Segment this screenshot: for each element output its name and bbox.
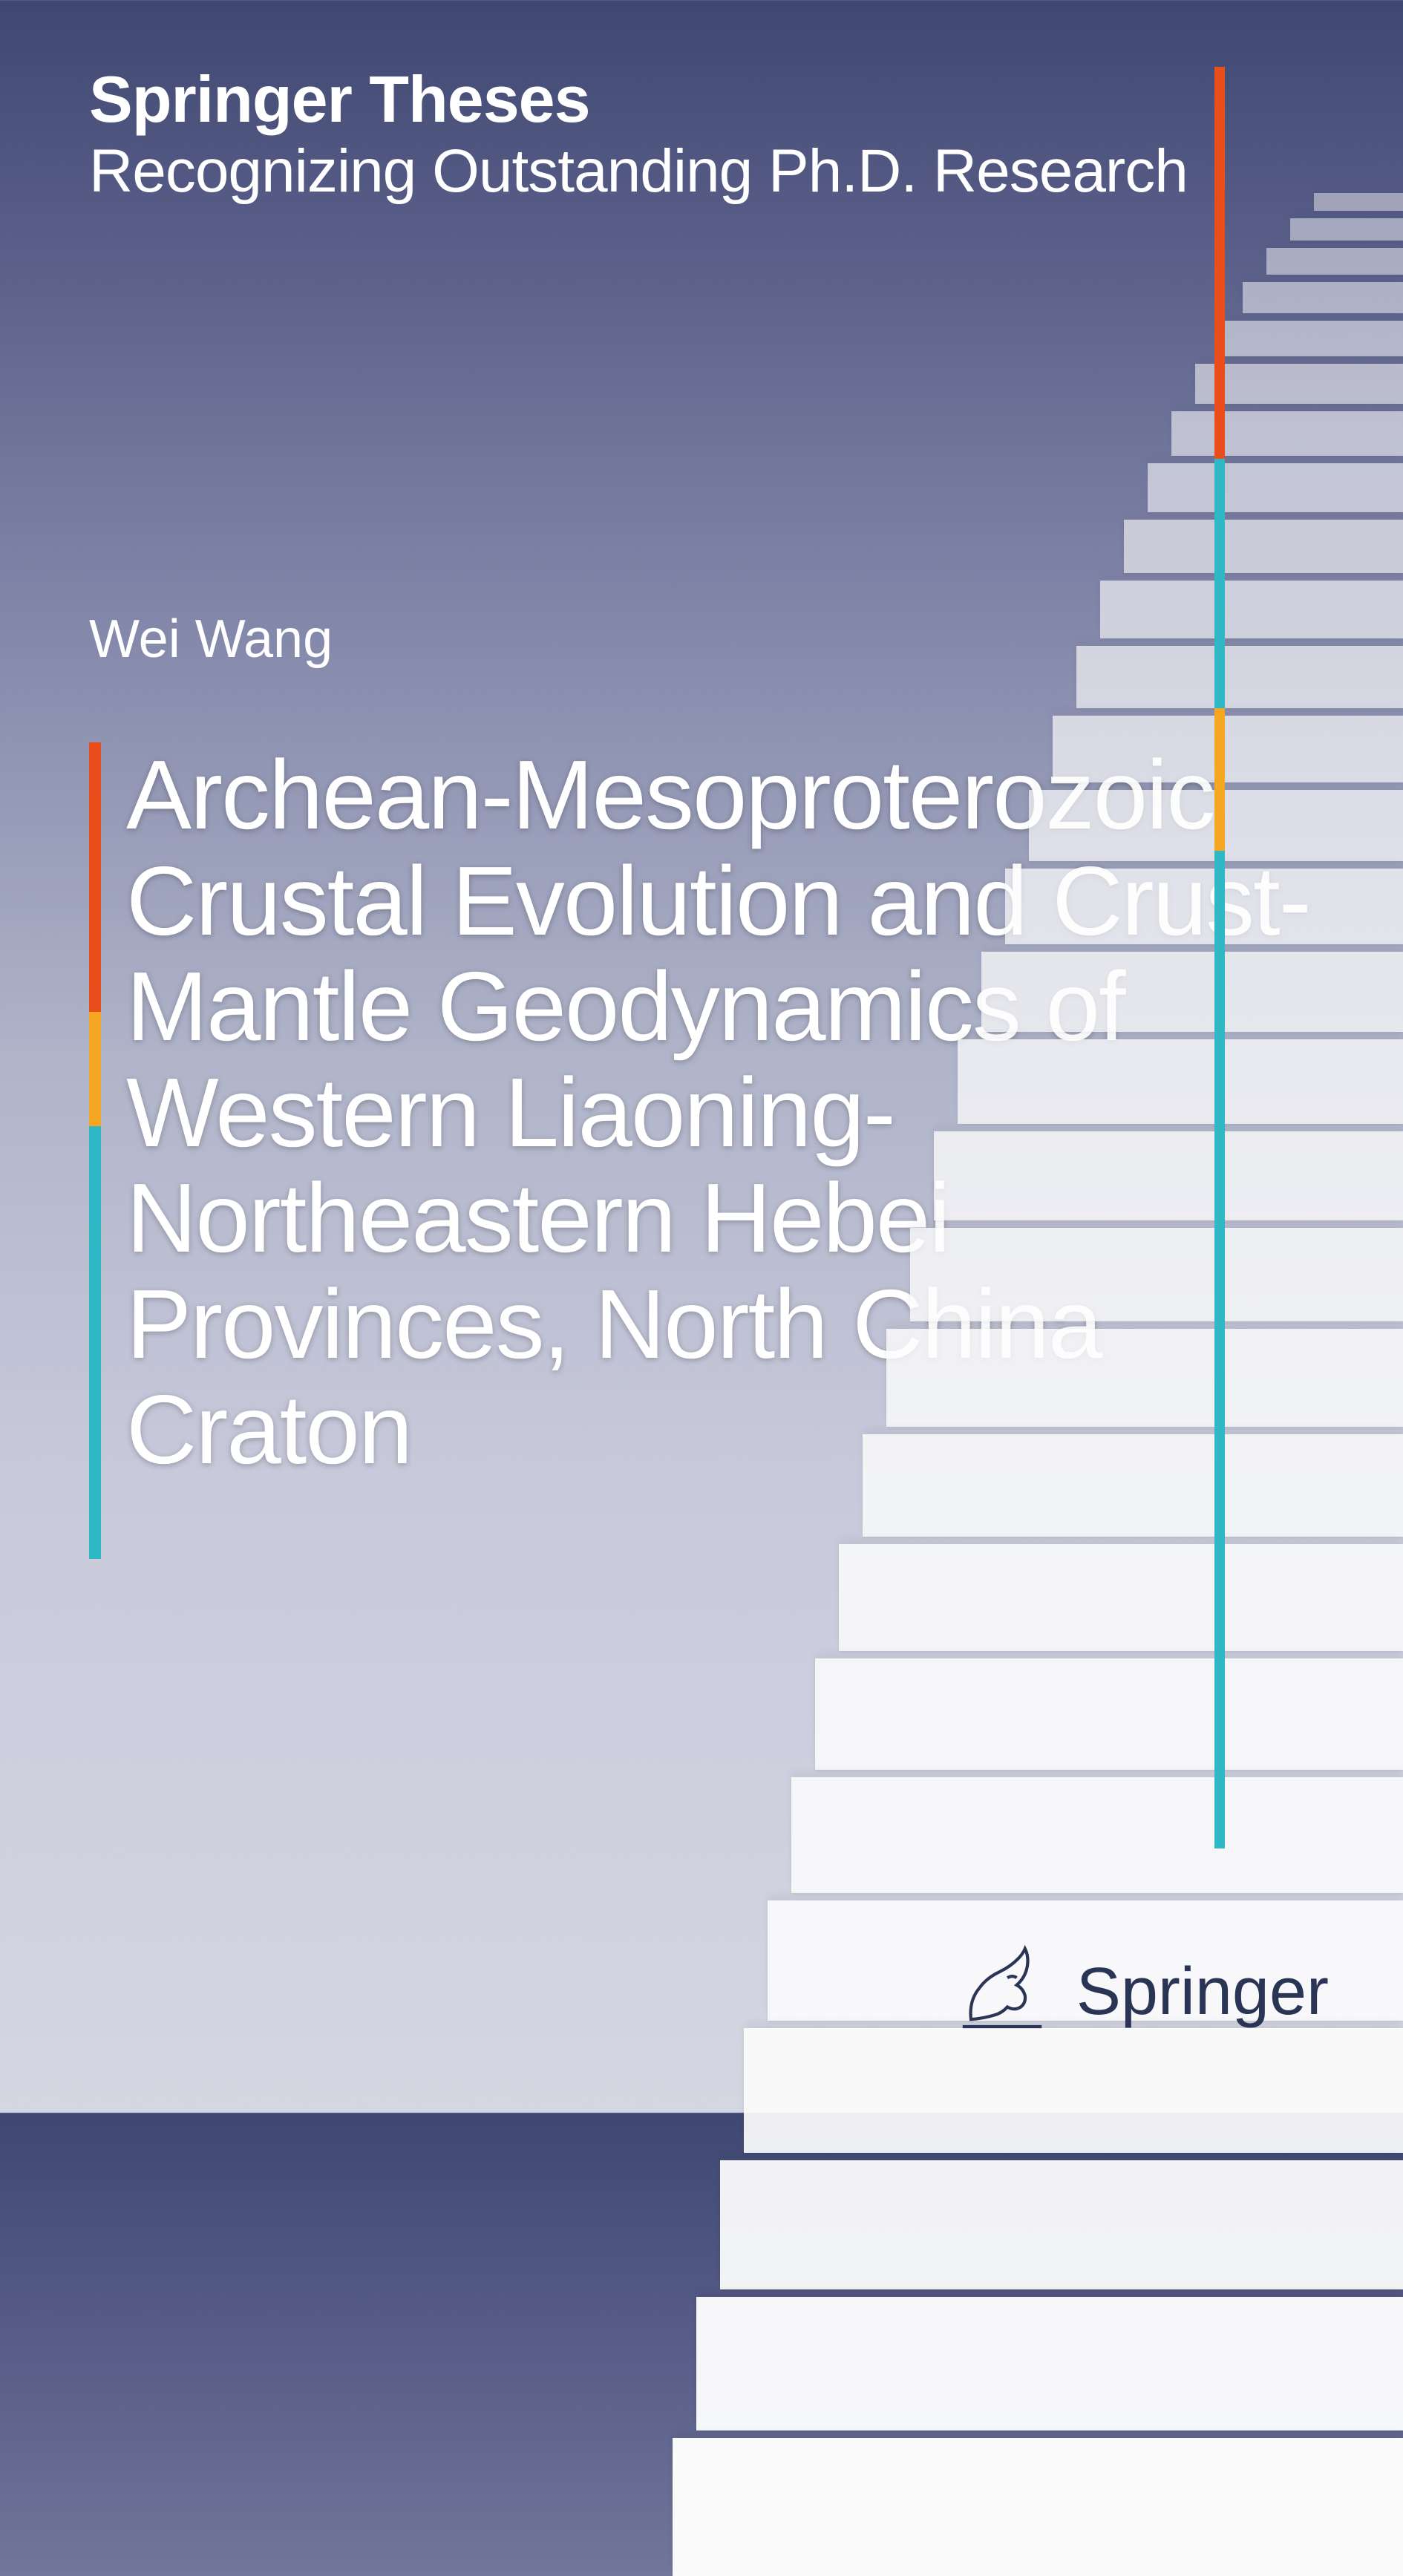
step — [744, 2028, 1403, 2153]
publisher-name: Springer — [1076, 1954, 1329, 2030]
series-header: Springer Theses Recognizing Outstanding … — [89, 67, 1188, 205]
author-name: Wei Wang — [89, 609, 333, 670]
publisher-block: Springer — [950, 1938, 1329, 2046]
step — [839, 1544, 1403, 1651]
right-color-stripe — [1214, 67, 1225, 1848]
left-color-stripe — [89, 742, 101, 1559]
stripe-segment — [89, 1012, 101, 1126]
step — [1195, 364, 1403, 404]
step — [673, 2438, 1403, 2576]
step — [1124, 520, 1403, 573]
step — [720, 2160, 1403, 2289]
step — [1243, 282, 1403, 313]
step — [1314, 193, 1403, 211]
step — [1100, 581, 1403, 638]
step — [1290, 218, 1403, 241]
stripe-segment — [1214, 67, 1225, 459]
book-title: Archean-Mesoproterozoic Crustal Evolutio… — [126, 742, 1336, 1483]
step — [1148, 463, 1403, 512]
step — [815, 1658, 1403, 1770]
series-name: Springer Theses — [89, 67, 1188, 132]
stripe-segment — [1214, 459, 1225, 708]
step — [696, 2297, 1403, 2430]
step — [791, 1777, 1403, 1893]
stripe-segment — [89, 742, 101, 1012]
book-cover: Springer Theses Recognizing Outstanding … — [0, 0, 1403, 2113]
step — [1219, 321, 1403, 356]
step — [1076, 646, 1403, 708]
series-tagline: Recognizing Outstanding Ph.D. Research — [89, 138, 1188, 205]
stripe-segment — [89, 1126, 101, 1559]
stripe-segment — [1214, 708, 1225, 851]
stripe-segment — [1214, 851, 1225, 1848]
springer-horse-icon — [950, 1938, 1054, 2046]
step — [1171, 411, 1403, 456]
step — [1266, 248, 1403, 275]
